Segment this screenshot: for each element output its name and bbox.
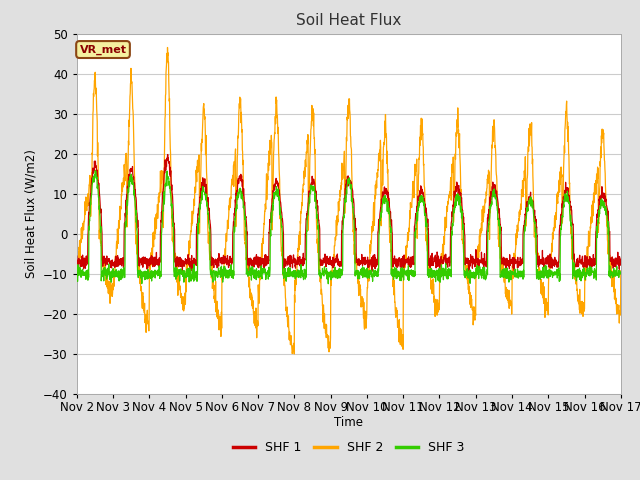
SHF 1 xyxy=(365,261,372,267)
SHF 2 xyxy=(225,212,232,218)
SHF 2 xyxy=(365,278,372,284)
SHF 3 xyxy=(324,281,332,287)
Line: SHF 1: SHF 1 xyxy=(77,155,621,272)
SHF 3 xyxy=(584,270,592,276)
SHF 3 xyxy=(617,271,625,277)
X-axis label: Time: Time xyxy=(334,416,364,429)
SHF 2 xyxy=(164,45,172,50)
SHF 1 xyxy=(73,253,81,259)
SHF 1 xyxy=(570,221,577,227)
Line: SHF 2: SHF 2 xyxy=(77,48,621,354)
SHF 1 xyxy=(225,264,232,270)
SHF 2 xyxy=(508,299,515,304)
Line: SHF 3: SHF 3 xyxy=(77,171,621,284)
SHF 2 xyxy=(584,244,592,250)
Title: Soil Heat Flux: Soil Heat Flux xyxy=(296,13,401,28)
SHF 1 xyxy=(164,152,172,157)
SHF 3 xyxy=(508,271,515,277)
SHF 3 xyxy=(73,272,81,278)
SHF 3 xyxy=(570,271,577,277)
SHF 2 xyxy=(73,258,81,264)
SHF 1 xyxy=(377,205,385,211)
SHF 1 xyxy=(584,258,592,264)
SHF 3 xyxy=(92,168,99,174)
Text: VR_met: VR_met xyxy=(79,44,127,55)
Y-axis label: Soil Heat Flux (W/m2): Soil Heat Flux (W/m2) xyxy=(24,149,38,278)
SHF 1 xyxy=(368,269,376,275)
SHF 1 xyxy=(617,263,625,268)
SHF 2 xyxy=(570,267,577,273)
SHF 3 xyxy=(365,274,372,280)
Legend: SHF 1, SHF 2, SHF 3: SHF 1, SHF 2, SHF 3 xyxy=(228,436,470,459)
SHF 2 xyxy=(617,268,625,274)
SHF 2 xyxy=(291,351,298,357)
SHF 1 xyxy=(508,257,515,263)
SHF 2 xyxy=(377,144,385,150)
SHF 3 xyxy=(377,214,385,219)
SHF 3 xyxy=(225,275,232,281)
